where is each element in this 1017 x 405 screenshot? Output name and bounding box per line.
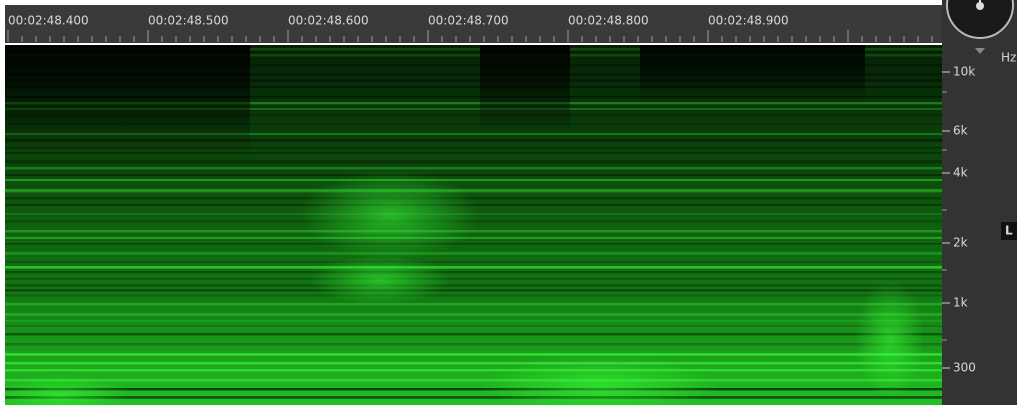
time-label: 00:02:48.500 [148,14,229,28]
harmonic-band [5,189,942,193]
harmonic-band [5,102,942,105]
harmonic-band [5,271,942,274]
harmonic-band [5,152,942,154]
harmonic-band [5,313,942,316]
harmonic-band [5,261,942,263]
harmonic-band [5,86,942,88]
harmonic-band [5,114,942,117]
frequency-label: 10k [953,65,975,79]
harmonic-band [5,252,942,255]
frequency-label: 300 [953,361,976,375]
harmonic-band [5,179,942,182]
harmonic-band [5,325,942,327]
scroll-arrow[interactable] [975,48,985,54]
frequency-panel [942,0,1017,405]
harmonic-band [5,139,942,142]
harmonic-band [5,388,942,391]
frequency-label: 4k [953,166,968,180]
harmonic-band [5,362,942,365]
harmonic-band [5,174,942,177]
harmonic-band [5,284,942,288]
frequency-label: 1k [953,296,968,310]
harmonic-band [5,147,942,149]
harmonic-band [5,343,942,346]
harmonic-band [5,333,942,336]
time-label: 00:02:48.700 [428,14,509,28]
harmonic-band [5,73,942,76]
time-label: 00:02:48.600 [288,14,369,28]
harmonic-band [5,320,942,322]
harmonic-band [5,64,942,67]
harmonic-band [5,353,942,356]
time-label: 00:02:48.900 [708,14,789,28]
knob-center [976,2,984,10]
harmonic-band [5,396,942,399]
frequency-label: 2k [953,236,968,250]
harmonic-band [5,48,942,51]
harmonic-band [5,369,942,372]
time-label: 00:02:48.800 [568,14,649,28]
harmonic-band [5,237,942,239]
spectrogram [5,45,942,405]
harmonic-band [5,243,942,245]
time-label: 00:02:48.400 [8,14,89,28]
harmonic-band [5,266,942,269]
frequency-label: 6k [953,124,968,138]
harmonic-band [5,108,942,110]
harmonic-band [5,133,942,135]
harmonic-band [5,79,942,82]
frequency-unit: Hz [1001,51,1016,65]
harmonic-band [5,167,942,170]
harmonic-band [5,303,942,306]
harmonic-band [5,96,942,98]
pan-knob[interactable] [946,0,1014,39]
harmonic-band [5,379,942,382]
harmonic-band [5,123,942,126]
harmonic-band [5,54,942,57]
harmonic-band [5,294,942,297]
harmonic-band [5,278,942,280]
harmonic-band [5,160,942,164]
harmonic-band [5,289,942,292]
channel-badge [1001,222,1017,240]
time-ruler[interactable] [5,5,942,43]
channel-label: L [1005,224,1013,238]
